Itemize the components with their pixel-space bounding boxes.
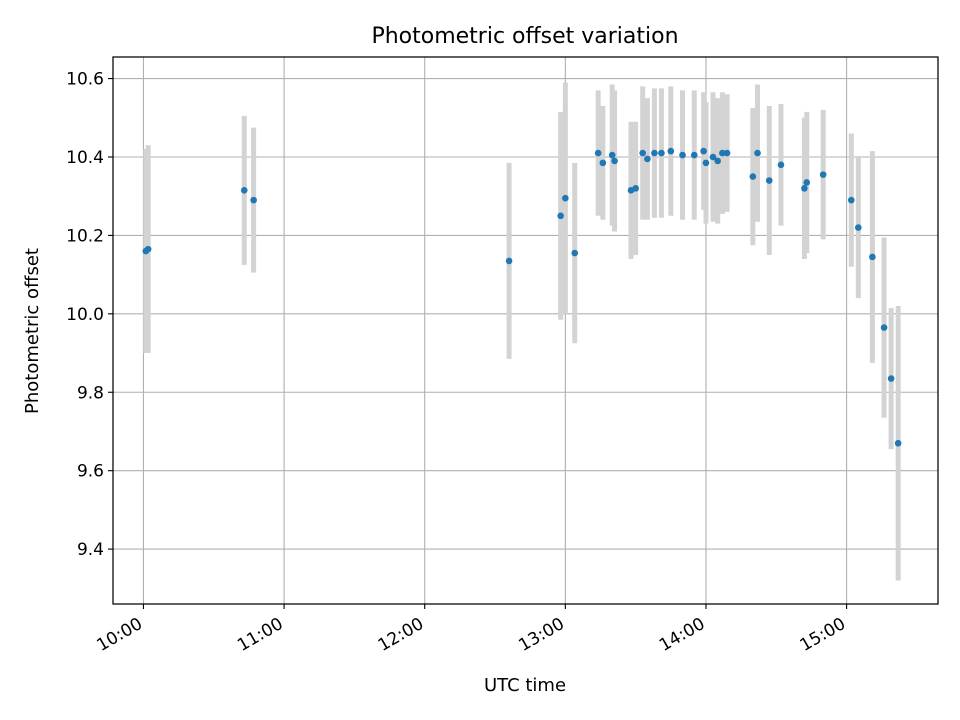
y-tick-label: 10.6 bbox=[66, 70, 104, 90]
y-tick-label: 9.8 bbox=[77, 383, 104, 403]
data-point bbox=[709, 153, 717, 161]
data-point bbox=[651, 149, 658, 157]
y-tick-label: 9.4 bbox=[77, 540, 104, 560]
data-point bbox=[700, 147, 707, 155]
data-point bbox=[250, 196, 257, 204]
data-point bbox=[667, 147, 675, 155]
x-axis-label: UTC time bbox=[484, 675, 566, 696]
data-point bbox=[702, 159, 710, 167]
data-point bbox=[608, 151, 616, 159]
y-tick-label: 10.0 bbox=[66, 305, 104, 325]
data-point bbox=[644, 155, 651, 163]
data-point bbox=[887, 375, 895, 382]
data-point bbox=[639, 149, 646, 157]
data-point bbox=[599, 159, 607, 167]
data-point bbox=[803, 179, 811, 186]
data-point bbox=[571, 249, 579, 257]
y-tick-label: 10.2 bbox=[66, 226, 104, 246]
data-point bbox=[719, 149, 726, 157]
data-point bbox=[658, 149, 665, 157]
y-tick-label: 9.6 bbox=[77, 462, 104, 482]
chart-title: Photometric offset variation bbox=[371, 24, 678, 49]
data-point bbox=[777, 161, 785, 169]
data-point bbox=[557, 212, 564, 220]
data-point bbox=[594, 149, 602, 157]
data-point bbox=[880, 324, 888, 331]
data-point bbox=[690, 151, 698, 159]
data-point bbox=[505, 257, 513, 265]
data-point bbox=[714, 157, 721, 165]
plot-frame bbox=[112, 56, 939, 605]
y-tick-label: 10.4 bbox=[66, 148, 104, 168]
data-point bbox=[611, 157, 618, 165]
data-point bbox=[801, 185, 808, 192]
data-point bbox=[240, 187, 248, 194]
data-point bbox=[754, 149, 761, 157]
data-point bbox=[847, 196, 855, 204]
data-point bbox=[144, 245, 152, 253]
data-point bbox=[679, 151, 686, 159]
y-axis-ticks: 9.4 9.6 9.8 10.0 10.2 10.4 10.6 bbox=[66, 70, 113, 560]
data-point bbox=[632, 185, 639, 192]
data-point bbox=[723, 149, 731, 157]
data-points bbox=[142, 147, 902, 447]
data-point bbox=[855, 224, 862, 231]
y-axis-label: Photometric offset bbox=[22, 248, 43, 414]
data-point bbox=[869, 253, 876, 261]
data-point bbox=[749, 173, 757, 180]
data-point bbox=[819, 171, 827, 178]
data-point bbox=[894, 439, 902, 447]
data-point bbox=[765, 177, 773, 184]
data-point bbox=[562, 194, 569, 202]
grid bbox=[113, 57, 938, 604]
